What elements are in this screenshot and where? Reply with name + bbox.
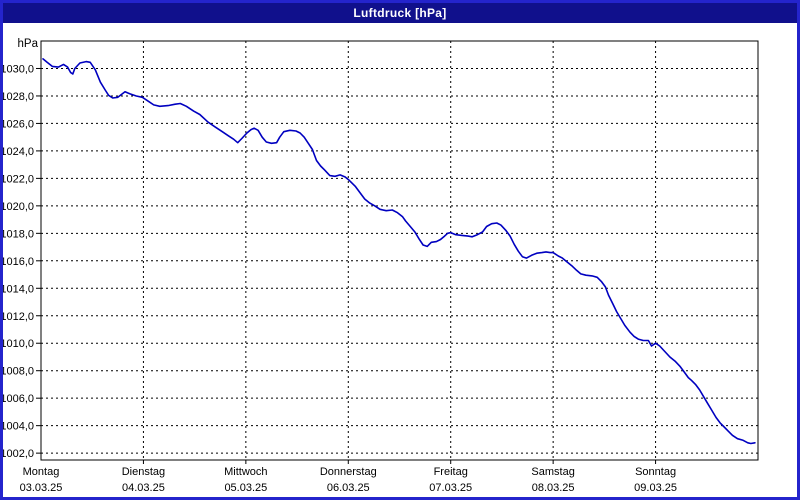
svg-text:03.03.25: 03.03.25 bbox=[20, 482, 63, 494]
svg-text:Sonntag: Sonntag bbox=[635, 466, 676, 478]
plot-frame bbox=[40, 40, 759, 461]
svg-text:Samstag: Samstag bbox=[531, 466, 574, 478]
svg-text:Freitag: Freitag bbox=[434, 466, 468, 478]
svg-text:1014,0: 1014,0 bbox=[3, 283, 34, 295]
svg-text:1030,0: 1030,0 bbox=[3, 63, 34, 75]
gridlines bbox=[41, 41, 758, 460]
svg-text:1018,0: 1018,0 bbox=[3, 228, 34, 240]
axis-ticks bbox=[36, 67, 657, 464]
svg-text:1028,0: 1028,0 bbox=[3, 91, 34, 103]
page-title: Luftdruck [hPa] bbox=[353, 6, 447, 20]
svg-text:06.03.25: 06.03.25 bbox=[327, 482, 370, 494]
svg-text:09.03.25: 09.03.25 bbox=[634, 482, 677, 494]
svg-text:1026,0: 1026,0 bbox=[3, 118, 34, 130]
svg-text:1016,0: 1016,0 bbox=[3, 256, 34, 268]
pressure-line bbox=[42, 58, 756, 445]
title-bar: Luftdruck [hPa] bbox=[3, 3, 797, 23]
svg-text:1008,0: 1008,0 bbox=[3, 366, 34, 378]
svg-text:07.03.25: 07.03.25 bbox=[429, 482, 472, 494]
svg-text:05.03.25: 05.03.25 bbox=[224, 482, 267, 494]
svg-text:Montag: Montag bbox=[23, 466, 60, 478]
svg-text:Dienstag: Dienstag bbox=[122, 466, 165, 478]
y-axis-unit-label: hPa bbox=[18, 38, 39, 50]
x-axis-labels: Montag 03.03.25 Dienstag 04.03.25 Mittwoch 05… bbox=[20, 466, 677, 494]
svg-text:1006,0: 1006,0 bbox=[3, 393, 34, 405]
y-axis-labels: 1002,0 1004,0 1006,0 1008,0 1010,0 1012,0 1014… bbox=[3, 63, 34, 460]
svg-text:1024,0: 1024,0 bbox=[3, 146, 34, 158]
svg-text:04.03.25: 04.03.25 bbox=[122, 482, 165, 494]
svg-text:08.03.25: 08.03.25 bbox=[532, 482, 575, 494]
svg-text:1022,0: 1022,0 bbox=[3, 173, 34, 185]
svg-text:Mittwoch: Mittwoch bbox=[224, 466, 267, 478]
svg-text:1002,0: 1002,0 bbox=[3, 448, 34, 460]
pressure-chart: 1002,0 1004,0 1006,0 1008,0 1010,0 1012,0 1014… bbox=[3, 23, 797, 497]
svg-text:1020,0: 1020,0 bbox=[3, 201, 34, 213]
svg-text:1010,0: 1010,0 bbox=[3, 338, 34, 350]
svg-text:1012,0: 1012,0 bbox=[3, 311, 34, 323]
svg-text:1004,0: 1004,0 bbox=[3, 421, 34, 433]
svg-text:Donnerstag: Donnerstag bbox=[320, 466, 377, 478]
